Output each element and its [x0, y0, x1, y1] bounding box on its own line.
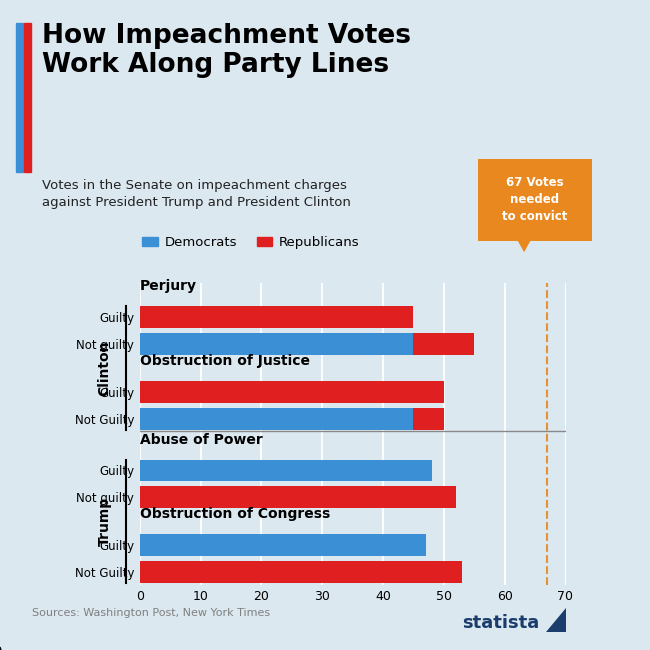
Bar: [140, 486, 456, 508]
Bar: [413, 408, 444, 430]
Text: Trump: Trump: [98, 497, 111, 546]
Text: Sources: Washington Post, New York Times: Sources: Washington Post, New York Times: [32, 608, 270, 617]
Text: Abuse of Power: Abuse of Power: [140, 432, 263, 447]
Bar: [413, 333, 474, 355]
Bar: [140, 306, 413, 328]
Legend: Democrats, Republicans: Democrats, Republicans: [136, 231, 365, 254]
Text: statista: statista: [462, 614, 540, 632]
Bar: [140, 333, 413, 355]
Bar: [140, 408, 413, 430]
Text: Votes in the Senate on impeachment charges
against President Trump and President: Votes in the Senate on impeachment charg…: [42, 179, 351, 209]
Text: Obstruction of Congress: Obstruction of Congress: [140, 508, 330, 521]
Bar: [140, 460, 432, 482]
Bar: [140, 534, 426, 556]
Text: 67 Votes
needed
to convict: 67 Votes needed to convict: [502, 176, 567, 224]
Text: Perjury: Perjury: [140, 280, 197, 293]
Text: Obstruction of Justice: Obstruction of Justice: [140, 354, 310, 368]
Bar: [140, 562, 462, 583]
Bar: [140, 382, 444, 403]
Text: Clinton: Clinton: [98, 341, 111, 396]
Text: How Impeachment Votes
Work Along Party Lines: How Impeachment Votes Work Along Party L…: [42, 23, 411, 78]
